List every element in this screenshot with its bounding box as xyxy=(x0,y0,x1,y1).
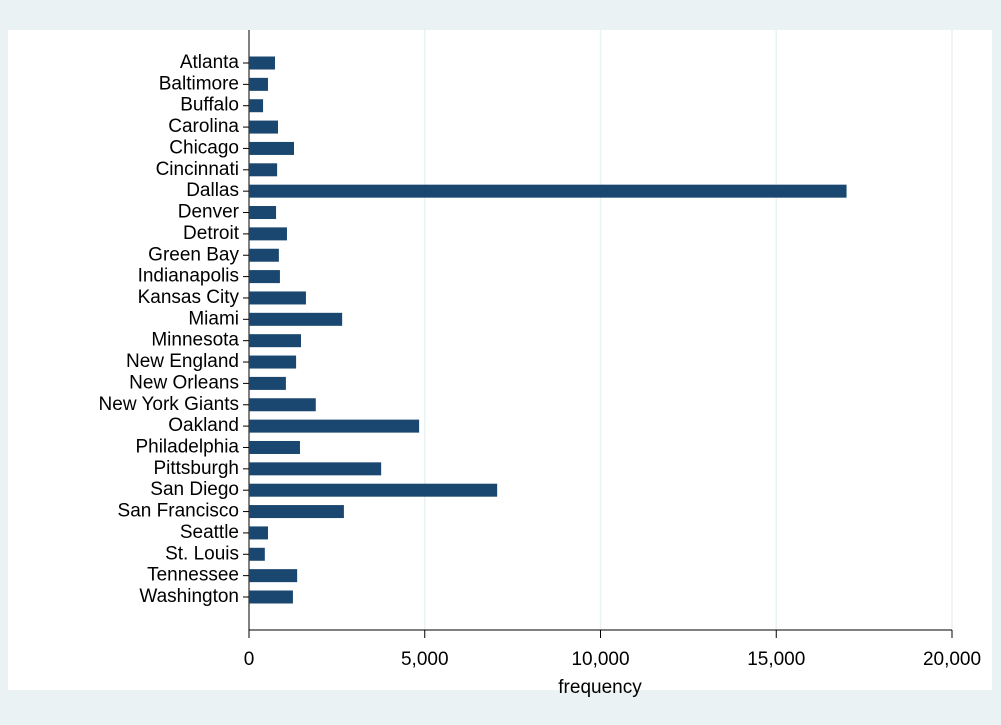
y-tick-label: Chicago xyxy=(169,137,239,158)
bar xyxy=(249,483,498,497)
y-tick-label: New York Giants xyxy=(99,394,239,415)
y-tick-label: Tennessee xyxy=(147,565,239,586)
y-tick-label: Miami xyxy=(188,308,239,329)
bar xyxy=(249,163,278,177)
x-axis-label: frequency xyxy=(558,677,642,698)
bar xyxy=(249,526,268,540)
bar xyxy=(249,184,847,198)
bar xyxy=(249,398,316,412)
y-tick-label: New England xyxy=(126,351,239,372)
y-tick-label: Cincinnati xyxy=(156,159,239,180)
bar xyxy=(249,376,286,390)
bar xyxy=(249,248,279,262)
bar xyxy=(249,141,294,155)
x-tick-label: 0 xyxy=(244,649,255,670)
y-tick-label: San Diego xyxy=(150,479,239,500)
bar xyxy=(249,227,287,241)
bar xyxy=(249,291,306,305)
y-tick-label: San Francisco xyxy=(118,501,239,522)
y-tick-label: Pittsburgh xyxy=(153,458,239,479)
y-tick-label: Green Bay xyxy=(148,244,239,265)
bar xyxy=(249,56,276,70)
y-tick-label: Kansas City xyxy=(138,287,240,308)
y-tick-label: Oakland xyxy=(168,415,239,436)
y-tick-label: Atlanta xyxy=(180,52,240,73)
bar xyxy=(249,120,278,134)
bar xyxy=(249,270,280,284)
bar xyxy=(249,419,420,433)
bar xyxy=(249,569,298,583)
y-tick-label: Indianapolis xyxy=(138,266,239,287)
y-tick-label: St. Louis xyxy=(165,543,239,564)
y-tick-label: Denver xyxy=(178,202,240,223)
y-tick-label: Washington xyxy=(139,586,239,607)
y-tick-label: Philadelphia xyxy=(135,436,239,457)
y-tick-label: Minnesota xyxy=(151,330,239,351)
bar xyxy=(249,206,277,220)
x-tick-label: 5,000 xyxy=(401,649,449,670)
bar xyxy=(249,77,268,91)
y-tick-label: Dallas xyxy=(186,180,239,201)
y-tick-label: Carolina xyxy=(168,116,239,137)
bar xyxy=(249,312,343,326)
x-tick-label: 20,000 xyxy=(923,649,981,670)
y-tick-label: Baltimore xyxy=(159,73,239,94)
y-tick-label: New Orleans xyxy=(129,372,239,393)
bar xyxy=(249,355,297,369)
bar xyxy=(249,547,265,561)
y-tick-label: Buffalo xyxy=(180,95,239,116)
y-tick-label: Seattle xyxy=(180,522,239,543)
bar xyxy=(249,334,302,348)
y-tick-label: Detroit xyxy=(183,223,240,244)
bar xyxy=(249,462,382,476)
x-tick-label: 15,000 xyxy=(747,649,805,670)
bar xyxy=(249,590,293,604)
bar xyxy=(249,440,300,454)
plot-background xyxy=(8,30,992,690)
bar xyxy=(249,505,344,519)
bar xyxy=(249,99,264,113)
x-tick-label: 10,000 xyxy=(571,649,629,670)
